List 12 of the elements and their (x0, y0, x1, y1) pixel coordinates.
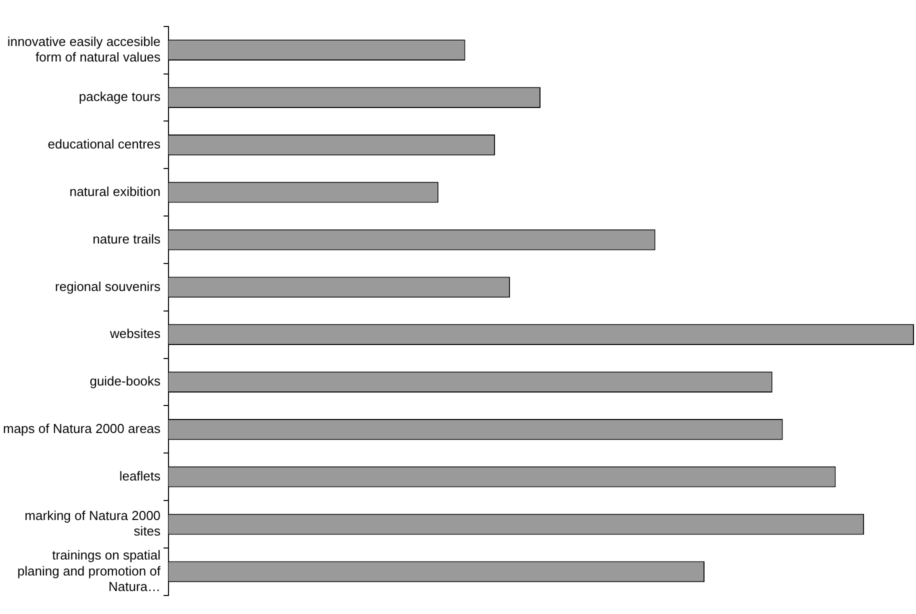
y-tick-label: marking of Natura 2000 sites (24, 508, 162, 539)
y-tick-label: websites (108, 326, 162, 342)
y-tick-label: trainings on spatial planing and promotion of Natura… (17, 548, 161, 594)
y-tick-label: educational centres (48, 136, 162, 152)
y-tick-label: leaflets (119, 468, 162, 484)
y-tick-label: regional souvenirs (55, 278, 162, 294)
y-tick-label: guide-books (90, 374, 162, 389)
y-tick-label: package tours (78, 89, 162, 104)
y-tick-label: maps of Natura 2000 areas (2, 421, 162, 436)
y-tick-label: innovative easily accesible form of natural values (7, 34, 162, 64)
y-tick-label: natural exibition (69, 184, 161, 199)
y-tick-label: nature trails (92, 231, 162, 246)
